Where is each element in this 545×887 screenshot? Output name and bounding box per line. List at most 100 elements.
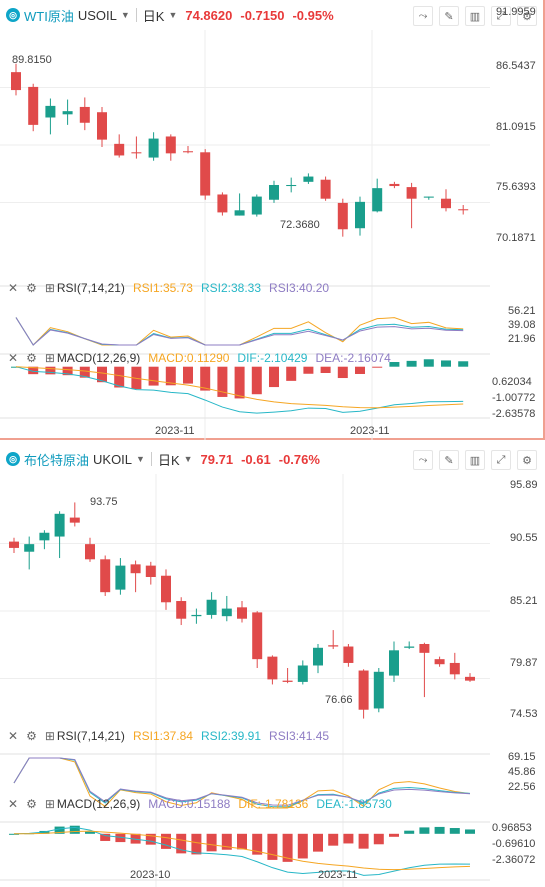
rsi-axis-label: 56.21 [508, 305, 536, 317]
macd-bar [100, 833, 111, 841]
wti-header: ◎ WTI原油 USOIL ▼ 日K ▼ 74.8620 -0.7150 -0.… [0, 0, 545, 30]
rsi1-value: RSI1:37.84 [132, 729, 193, 743]
rsi-title: RSI(7,14,21) [56, 729, 125, 743]
expand-icon[interactable]: ⤢ [491, 450, 511, 470]
candles-icon[interactable]: ▥ [465, 6, 485, 26]
close-icon[interactable]: ✕ [8, 729, 19, 743]
candle-body [9, 541, 19, 548]
macd-bar [183, 366, 193, 384]
dea-value: DEA:-1.85730 [316, 797, 392, 811]
period-select[interactable]: 日K [157, 452, 180, 468]
rsi3-value: RSI3:41.45 [269, 729, 330, 743]
candle-body [85, 544, 95, 560]
candle-body [343, 646, 354, 663]
macd-bar [441, 360, 451, 367]
rsi-axis-label: 21.96 [508, 333, 536, 345]
symbol-code[interactable]: UKOIL [93, 451, 133, 467]
candle-body [69, 517, 80, 523]
period-select[interactable]: 日K [142, 8, 165, 24]
candle-body [423, 196, 434, 198]
macd-axis-label: 0.96853 [492, 822, 532, 834]
macd-bar [406, 360, 417, 367]
macd-bar [269, 366, 279, 388]
wti-chart[interactable] [0, 30, 490, 440]
rsi-axis-label: 69.15 [508, 751, 536, 763]
macd-bar [251, 366, 262, 395]
candle-body [441, 198, 451, 209]
rsi-line [13, 757, 471, 806]
brent-chart[interactable] [0, 474, 490, 887]
candle-body [419, 643, 430, 653]
candle-body [251, 196, 262, 215]
macd-axis-label: 0.62034 [492, 376, 532, 388]
rsi-axis-label: 45.86 [508, 766, 536, 778]
high-price-label: 93.75 [90, 496, 118, 508]
settings-icon[interactable]: ⚙ [517, 450, 537, 470]
macd-bar [267, 833, 278, 860]
symbol-name[interactable]: WTI原油 [24, 8, 74, 24]
crosshair-icon[interactable]: ⤳ [413, 6, 433, 26]
settings-icon[interactable]: ⚙ [26, 729, 37, 743]
expand-icon[interactable]: ⊞ [44, 729, 55, 743]
candle-body [183, 151, 193, 153]
high-price-label: 89.8150 [12, 54, 52, 66]
expand-icon[interactable]: ⊞ [44, 281, 55, 295]
close-icon[interactable]: ✕ [8, 797, 19, 811]
candle-body [337, 202, 348, 230]
pencil-icon[interactable]: ✎ [439, 450, 459, 470]
candle-body [389, 650, 399, 676]
symbol-name[interactable]: 布伦特原油 [24, 452, 90, 468]
date-label: 2023-11 [318, 869, 358, 881]
macd-value: MACD:0.11290 [148, 351, 230, 365]
toolbar: ⤳ ✎ ▥ ⤢ ⚙ [413, 6, 537, 26]
candle-body [97, 112, 107, 140]
candle-body [200, 152, 211, 196]
candle-body [449, 662, 460, 675]
macd-bar [372, 366, 383, 368]
chevron-down-icon[interactable]: ▼ [136, 454, 145, 464]
macd-bar [45, 366, 56, 375]
expand-icon[interactable]: ⊞ [44, 351, 55, 365]
candle-body [458, 209, 469, 211]
dif-value: DIF:-1.78136 [238, 797, 309, 811]
settings-icon[interactable]: ⚙ [517, 6, 537, 26]
close-icon[interactable]: ✕ [8, 351, 19, 365]
brent-header: ◎ 布伦特原油 UKOIL ▼ 日K ▼ 79.71 -0.61 -0.76% … [0, 444, 545, 474]
date-label: 2023-11 [155, 425, 195, 437]
macd-bar [145, 833, 156, 845]
macd-bar [165, 366, 176, 386]
symbol-code[interactable]: USOIL [77, 7, 117, 23]
expand-icon[interactable]: ⤢ [491, 6, 511, 26]
macd-bar [234, 366, 245, 399]
settings-icon[interactable]: ⚙ [26, 351, 37, 365]
macd-bar [252, 833, 263, 855]
macd-bar [282, 833, 293, 862]
expand-icon[interactable]: ⊞ [44, 797, 55, 811]
chevron-down-icon[interactable]: ▼ [120, 10, 130, 20]
settings-icon[interactable]: ⚙ [26, 281, 37, 295]
candle-body [313, 647, 323, 666]
chevron-down-icon[interactable]: ▼ [183, 454, 193, 464]
macd-axis-label: -2.36072 [492, 854, 536, 866]
macd-bar [28, 366, 39, 375]
macd-bar [217, 366, 228, 397]
macd-bar [85, 831, 95, 834]
price-axis-label: 95.89 [510, 479, 538, 491]
candle-body [320, 179, 331, 199]
macd-bar [458, 361, 469, 367]
macd-bar [97, 366, 107, 383]
macd-title: MACD(12,26,9) [56, 797, 141, 811]
macd-bar [176, 833, 187, 854]
settings-icon[interactable]: ⚙ [26, 797, 37, 811]
last-price: 74.8620 [185, 7, 233, 23]
low-price-label: 76.66 [325, 694, 353, 706]
chevron-down-icon[interactable]: ▼ [168, 10, 178, 20]
candle-body [24, 544, 35, 552]
brent-panel: ◎ 布伦特原油 UKOIL ▼ 日K ▼ 79.71 -0.61 -0.76% … [0, 444, 545, 887]
pencil-icon[interactable]: ✎ [439, 6, 459, 26]
rsi-line [13, 757, 471, 809]
crosshair-icon[interactable]: ⤳ [413, 450, 433, 470]
candles-icon[interactable]: ▥ [465, 450, 485, 470]
close-icon[interactable]: ✕ [8, 281, 19, 295]
macd-bar [358, 833, 369, 849]
